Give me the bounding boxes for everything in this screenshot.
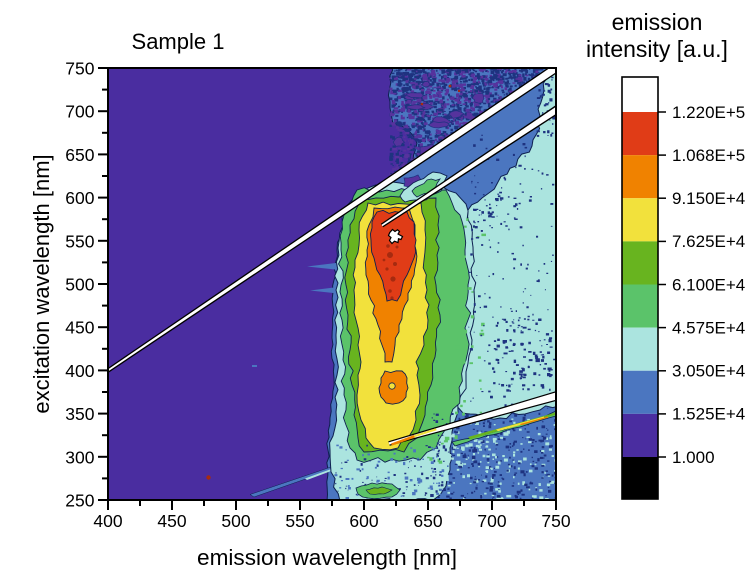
svg-text:750: 750 [541,511,570,531]
svg-text:250: 250 [65,491,94,511]
svg-text:400: 400 [65,361,94,381]
svg-text:intensity [a.u.]: intensity [a.u.] [586,36,728,62]
svg-text:750: 750 [65,59,94,79]
svg-text:7.625E+4: 7.625E+4 [672,232,745,251]
svg-text:500: 500 [65,275,94,295]
svg-text:600: 600 [349,511,378,531]
svg-text:9.150E+4: 9.150E+4 [672,189,745,208]
svg-text:550: 550 [285,511,314,531]
svg-text:400: 400 [93,511,122,531]
svg-text:emission wavelength [nm]: emission wavelength [nm] [197,545,457,570]
svg-text:650: 650 [413,511,442,531]
svg-text:450: 450 [65,318,94,338]
svg-text:700: 700 [477,511,506,531]
svg-text:450: 450 [157,511,186,531]
svg-text:700: 700 [65,102,94,122]
svg-text:550: 550 [65,231,94,251]
svg-text:600: 600 [65,188,94,208]
svg-text:Sample 1: Sample 1 [132,29,225,54]
svg-text:300: 300 [65,447,94,467]
svg-text:350: 350 [65,404,94,424]
svg-text:1.000: 1.000 [672,448,715,467]
svg-text:excitation wavelength [nm]: excitation wavelength [nm] [29,154,54,413]
svg-text:1.220E+5: 1.220E+5 [672,103,745,122]
svg-text:1.068E+5: 1.068E+5 [672,146,745,165]
svg-text:4.575E+4: 4.575E+4 [672,318,745,337]
svg-text:1.525E+4: 1.525E+4 [672,405,745,424]
svg-text:500: 500 [221,511,250,531]
svg-text:3.050E+4: 3.050E+4 [672,362,745,381]
svg-text:6.100E+4: 6.100E+4 [672,275,745,294]
svg-text:emission: emission [612,9,703,35]
svg-text:650: 650 [65,145,94,165]
